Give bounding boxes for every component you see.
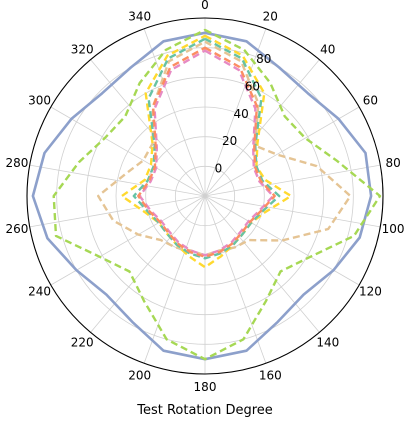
theta-tick-labels: 0204060801001201401601802002202402602803… bbox=[5, 0, 404, 394]
theta-tick-label: 0 bbox=[201, 0, 209, 12]
theta-tick-label: 300 bbox=[28, 94, 51, 108]
theta-grid-spoke bbox=[29, 195, 206, 228]
r-tick-label: 40 bbox=[233, 107, 248, 121]
theta-grid-spoke bbox=[29, 164, 206, 197]
theta-tick-label: 200 bbox=[128, 369, 151, 383]
theta-grid-spoke bbox=[204, 195, 381, 228]
theta-tick-label: 60 bbox=[363, 94, 378, 108]
theta-tick-label: 120 bbox=[359, 285, 382, 299]
theta-tick-label: 40 bbox=[320, 43, 335, 57]
theta-grid-spoke bbox=[204, 59, 320, 197]
series-lines bbox=[31, 28, 382, 361]
theta-grid-spoke bbox=[143, 28, 206, 197]
theta-tick-label: 160 bbox=[259, 369, 282, 383]
series-line-6 bbox=[138, 49, 275, 257]
theta-tick-label: 180 bbox=[194, 380, 217, 394]
theta-grid-spoke bbox=[204, 195, 267, 364]
theta-tick-label: 100 bbox=[382, 222, 405, 236]
theta-grid-spoke bbox=[204, 164, 381, 197]
theta-grid-spoke bbox=[90, 195, 206, 333]
r-tick-label: 80 bbox=[256, 52, 271, 66]
theta-tick-label: 320 bbox=[71, 43, 94, 57]
r-tick-label: 20 bbox=[222, 134, 237, 148]
theta-tick-label: 260 bbox=[5, 222, 28, 236]
theta-grid-spoke bbox=[90, 59, 206, 197]
theta-tick-label: 340 bbox=[128, 10, 151, 24]
series-line-2 bbox=[52, 28, 382, 361]
theta-tick-label: 280 bbox=[5, 156, 28, 170]
series-line-1 bbox=[31, 31, 373, 361]
theta-tick-label: 240 bbox=[28, 285, 51, 299]
series-line-7 bbox=[137, 46, 276, 258]
theta-tick-label: 220 bbox=[71, 335, 94, 349]
theta-grid-spoke bbox=[143, 195, 206, 364]
theta-grid-spoke bbox=[204, 106, 360, 197]
series-line-3 bbox=[97, 40, 352, 257]
r-tick-label: 60 bbox=[245, 79, 260, 93]
r-tick-labels: 0 20 40 60 80 bbox=[215, 52, 272, 176]
theta-tick-label: 140 bbox=[316, 335, 339, 349]
polar-frame bbox=[26, 17, 384, 375]
series-line-5 bbox=[132, 37, 281, 260]
x-axis-label: Test Rotation Degree bbox=[136, 403, 273, 418]
polar-grid bbox=[26, 17, 384, 375]
r-tick-label: 0 bbox=[215, 162, 223, 176]
theta-grid-spoke bbox=[50, 106, 206, 197]
theta-tick-label: 20 bbox=[263, 10, 278, 24]
theta-tick-label: 80 bbox=[385, 156, 400, 170]
theta-grid-spoke bbox=[204, 195, 320, 333]
theta-grid-spoke bbox=[204, 28, 267, 197]
